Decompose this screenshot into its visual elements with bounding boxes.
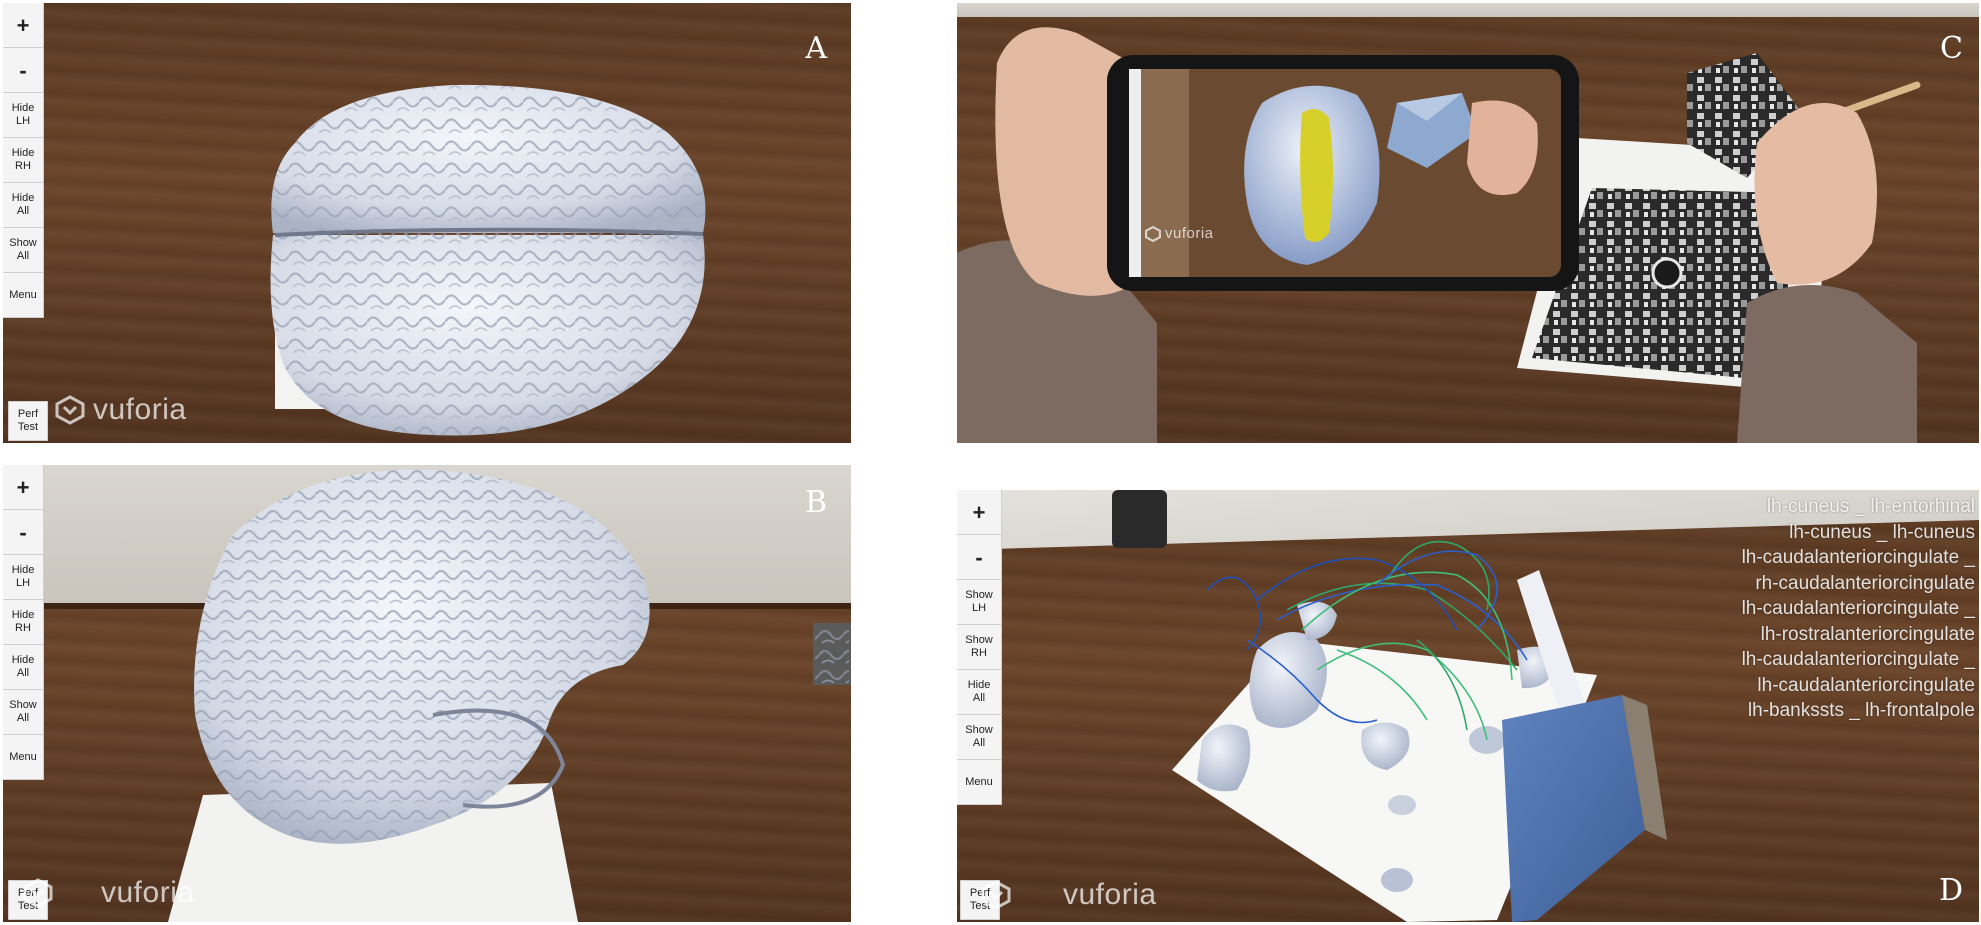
panel-c: vuforia C	[957, 3, 1979, 443]
zoom-in-button[interactable]: +	[3, 3, 43, 48]
show-all-button[interactable]: Show All	[3, 690, 43, 735]
vuforia-logo: vuforia	[55, 393, 187, 427]
hide-all-button[interactable]: Hide All	[3, 645, 43, 690]
phone-vuforia-logo: vuforia	[1145, 225, 1214, 242]
brain-side-view	[168, 469, 851, 922]
right-sleeve	[1737, 285, 1917, 443]
vuforia-logo: vuforia	[981, 878, 1157, 912]
panel-b: B + - Hide LH Hide RH Hide All Show All …	[3, 465, 851, 922]
temporal-lobe	[432, 708, 566, 809]
zoom-out-button[interactable]: -	[3, 510, 43, 555]
zoom-out-button[interactable]: -	[957, 535, 1001, 580]
vuforia-mark-icon	[1145, 225, 1161, 242]
fiber-tracts	[1206, 540, 1528, 741]
stylus-pen	[1517, 570, 1587, 720]
show-lh-button[interactable]: Show LH	[957, 580, 1001, 625]
longitudinal-fissure	[274, 227, 704, 237]
brain-region-blob	[1361, 722, 1410, 770]
phone-hand	[1467, 100, 1538, 195]
panel-label-b: B	[804, 485, 827, 520]
vuforia-logo-text: vuforia	[1165, 225, 1214, 242]
hide-all-button[interactable]: Hide All	[3, 183, 43, 228]
panel-d: lh-cuneus _ lh-entorhinal lh-cuneus _ lh…	[957, 490, 1979, 922]
hide-lh-button[interactable]: Hide LH	[3, 93, 43, 138]
toolbar-b: + - Hide LH Hide RH Hide All Show All Me…	[3, 465, 44, 780]
hide-rh-button[interactable]: Hide RH	[3, 138, 43, 183]
vuforia-logo-text: vuforia	[93, 393, 187, 426]
zoom-out-button[interactable]: -	[3, 48, 43, 93]
panel-label-c: C	[1940, 31, 1963, 66]
brain-region-blob	[1297, 601, 1337, 640]
vuforia-logo-text: vuforia	[101, 876, 195, 909]
right-hand	[1754, 103, 1877, 285]
panel-a: A + - Hide LH Hide RH Hide All Show All …	[3, 3, 851, 443]
vuforia-logo: vuforia	[23, 876, 195, 910]
region-label: lh-caudalanteriorcingulate _	[1741, 547, 1975, 568]
zoom-in-button[interactable]: +	[957, 490, 1001, 535]
region-label: lh-caudalanteriorcingulate _	[1741, 598, 1975, 619]
perf-test-button[interactable]: Perf Test	[960, 880, 1000, 920]
highlighted-region	[1300, 109, 1333, 242]
toolbar-a: + - Hide LH Hide RH Hide All Show All Me…	[3, 3, 44, 318]
panel-label-d: D	[1938, 873, 1963, 908]
tracked-cube	[1502, 695, 1645, 922]
region-label-list: lh-cuneus _ lh-entorhinal lh-cuneus _ lh…	[1742, 494, 1975, 724]
hide-lh-button[interactable]: Hide LH	[3, 555, 43, 600]
region-label: lh-cuneus _ lh-entorhinal	[1766, 496, 1975, 517]
vuforia-mark-icon	[981, 880, 1011, 910]
brain-region-blob	[1197, 724, 1251, 792]
region-label: lh-caudalanteriorcingulate _	[1741, 649, 1975, 670]
show-all-button[interactable]: Show All	[957, 715, 1001, 760]
region-label: lh-bankssts _ lh-frontalpole	[1747, 700, 1975, 721]
menu-button[interactable]: Menu	[957, 760, 1001, 805]
show-all-button[interactable]: Show All	[3, 228, 43, 273]
perf-test-button[interactable]: Perf Test	[8, 401, 48, 441]
toolbar-d: + - Show LH Show RH Hide All Show All Me…	[957, 490, 1002, 805]
show-rh-button[interactable]: Show RH	[957, 625, 1001, 670]
panel-label-a: A	[805, 31, 827, 66]
menu-button[interactable]: Menu	[3, 273, 43, 318]
vuforia-logo-text: vuforia	[1063, 878, 1157, 911]
hide-all-button[interactable]: Hide All	[957, 670, 1001, 715]
menu-button[interactable]: Menu	[3, 735, 43, 780]
phone-cube	[1387, 93, 1477, 168]
hide-rh-button[interactable]: Hide RH	[3, 600, 43, 645]
ar-scene	[1112, 490, 1667, 922]
region-label: rh-caudalanteriorcingulate	[1755, 572, 1975, 594]
photo-scene	[957, 27, 1921, 443]
region-label: lh-cuneus _ lh-cuneus	[1789, 521, 1975, 543]
vuforia-mark-icon	[55, 395, 85, 425]
bottle	[1112, 490, 1167, 548]
brain-top-view	[270, 84, 706, 436]
region-label: lh-rostralanteriorcingulate	[1760, 623, 1975, 645]
zoom-in-button[interactable]: +	[3, 465, 43, 510]
brain-region-blob	[1249, 632, 1327, 728]
region-label: lh-caudalanteriorcingulate	[1757, 674, 1975, 696]
wall	[957, 3, 1979, 17]
vuforia-mark-icon	[23, 878, 53, 908]
